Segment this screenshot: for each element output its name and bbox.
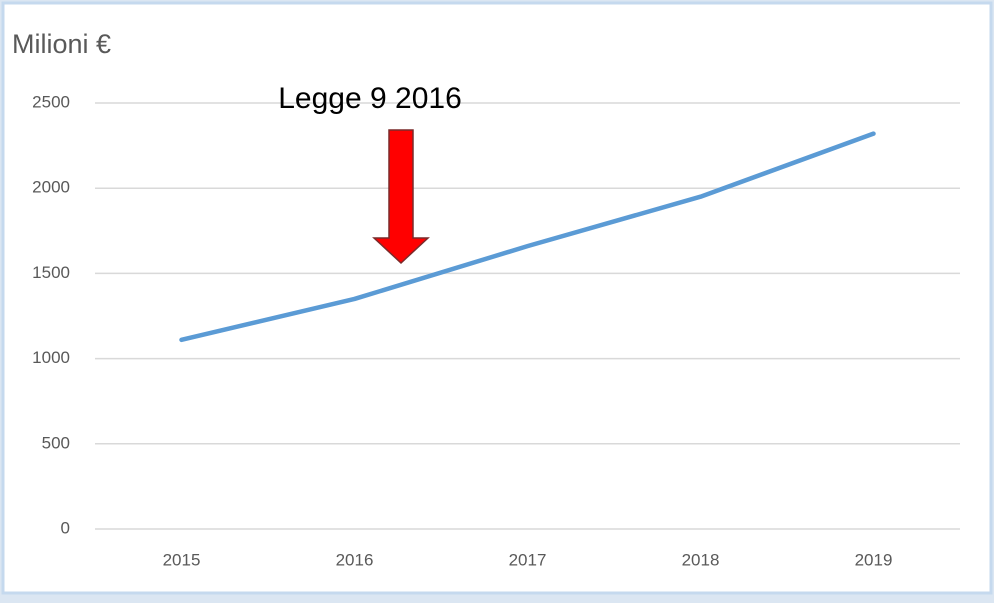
annotation-arrow	[372, 129, 430, 265]
x-tick-label: 2015	[163, 550, 201, 569]
x-tick-label: 2019	[855, 550, 893, 569]
chart-title: Milioni €	[12, 29, 111, 59]
y-tick-label: 2000	[32, 178, 70, 197]
y-tick-label: 1500	[32, 263, 70, 282]
y-tick-label: 500	[42, 433, 70, 452]
y-tick-label: 0	[61, 518, 70, 537]
x-tick-label: 2018	[682, 550, 720, 569]
annotation: Legge 9 2016	[278, 82, 462, 115]
x-tick-label: 2017	[509, 550, 547, 569]
y-tick-label: 1000	[32, 348, 70, 367]
y-tick-label: 2500	[32, 92, 70, 111]
x-tick-label: 2016	[336, 550, 374, 569]
data-line	[179, 131, 876, 343]
